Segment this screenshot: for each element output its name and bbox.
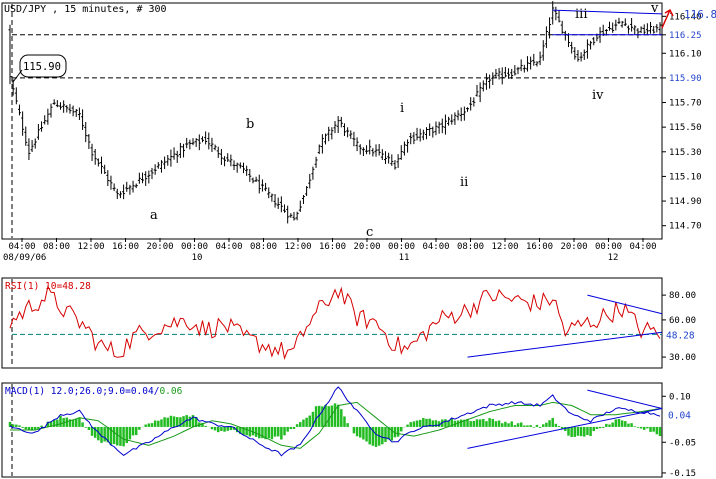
macd-title-prefix: MACD(1) <box>5 386 51 397</box>
time-axis-label: 00:00 <box>595 242 622 252</box>
start-price-callout-box <box>19 54 67 78</box>
macd-line <box>9 386 661 457</box>
rsi-axis-label: 60.00 <box>669 316 696 326</box>
macd-axis-label: 0.10 <box>669 392 691 402</box>
current-price-label: 116.8 <box>684 8 716 21</box>
time-axis-label: 08:00 <box>43 242 70 252</box>
time-axis-label: 08:00 <box>250 242 277 252</box>
time-axis-label: 00:00 <box>181 242 208 252</box>
macd-axis: 0.10 -0.05 -0.15 0.04 <box>662 392 696 479</box>
wave-label-iii: iii <box>575 7 587 22</box>
rsi-axis-label: 30.00 <box>669 353 696 363</box>
start-price-callout-label: 115.90 <box>23 61 61 73</box>
price-chart-title: USD/JPY , 15 minutes, # 300 <box>4 4 167 15</box>
price-axis-label: 115.50 <box>669 123 702 133</box>
wave-label-v: v <box>650 1 659 16</box>
time-axis-label: 04:00 <box>215 242 242 252</box>
target-arrow-icon <box>661 8 674 29</box>
rsi-axis-label: 80.00 <box>669 291 696 301</box>
wave-label-i: i <box>400 101 404 116</box>
wave-label-b: b <box>246 117 254 132</box>
time-axis-label: 20:00 <box>146 242 173 252</box>
macd-axis-label: -0.15 <box>669 469 696 479</box>
macd-title-params: 12.0;26.0;9.0=0.04/ <box>51 386 160 397</box>
macd-signal-line <box>10 401 661 449</box>
time-axis-label: 16:00 <box>319 242 346 252</box>
date-label: 10 <box>192 253 203 263</box>
time-axis-label: 16:00 <box>526 242 553 252</box>
time-axis: 04:00 08:00 12:00 16:00 20:00 00:00 04:00 08:00… <box>3 238 657 263</box>
price-panel <box>1 2 663 240</box>
macd-title-signal: 0.06 <box>159 386 182 397</box>
macd-axis-label: -0.05 <box>669 438 696 448</box>
rsi-title: RSI(1) 10=48.28 <box>5 281 91 292</box>
time-axis-label: 12:00 <box>491 242 518 252</box>
price-axis: 114.70 114.90 115.10 115.30 115.50 115.70 115.… <box>662 12 702 232</box>
date-label: 12 <box>608 253 619 263</box>
price-axis-label: 115.30 <box>669 148 702 158</box>
price-series-layer <box>8 1 663 224</box>
time-axis-label: 04:00 <box>8 242 35 252</box>
macd-title: MACD(1) 12.0;26.0;9.0=0.04/0.06 <box>5 386 183 397</box>
rsi-panel <box>1 277 663 369</box>
price-axis-label: 116.10 <box>669 49 702 59</box>
macd-current-value-label: 0.04 <box>668 411 691 422</box>
time-axis-label: 12:00 <box>77 242 104 252</box>
time-axis-label: 12:00 <box>284 242 311 252</box>
time-axis-label: 20:00 <box>353 242 380 252</box>
wave-label-a: a <box>150 208 158 223</box>
macd-trendline-upper <box>587 389 663 410</box>
rsi-current-value-label: 48.28 <box>666 330 695 341</box>
time-axis-label: 16:00 <box>112 242 139 252</box>
date-label: 11 <box>399 253 410 263</box>
time-axis-label: 04:00 <box>422 242 449 252</box>
time-axis-label: 08:00 <box>457 242 484 252</box>
price-axis-label: 116.40 <box>669 12 702 22</box>
wave-label-ii: ii <box>460 175 468 190</box>
price-axis-label: 115.10 <box>669 172 702 182</box>
start-price-callout-pointer <box>12 69 23 83</box>
macd-trendline-lower <box>467 408 663 449</box>
time-axis-label: 04:00 <box>629 242 656 252</box>
price-axis-label: 115.90 <box>669 74 702 84</box>
time-axis-label: 00:00 <box>388 242 415 252</box>
rsi-trendline-upper <box>587 294 663 315</box>
price-trendline-upper <box>552 9 663 15</box>
rsi-axis: 80.00 60.00 30.00 48.28 <box>662 291 696 363</box>
macd-series-layer <box>8 386 663 457</box>
price-axis-label: 114.70 <box>669 222 702 232</box>
time-axis-label: 20:00 <box>560 242 587 252</box>
price-axis-label: 114.90 <box>669 197 702 207</box>
price-axis-label: 116.25 <box>669 31 702 41</box>
rsi-trendline-lower <box>467 331 663 358</box>
rsi-series-layer <box>9 285 663 360</box>
wave-label-c: c <box>366 225 373 240</box>
wave-label-iv: iv <box>592 88 604 103</box>
rsi-line <box>9 285 661 360</box>
price-axis-label: 115.70 <box>669 99 702 109</box>
date-label: 08/09/06 <box>3 253 46 263</box>
